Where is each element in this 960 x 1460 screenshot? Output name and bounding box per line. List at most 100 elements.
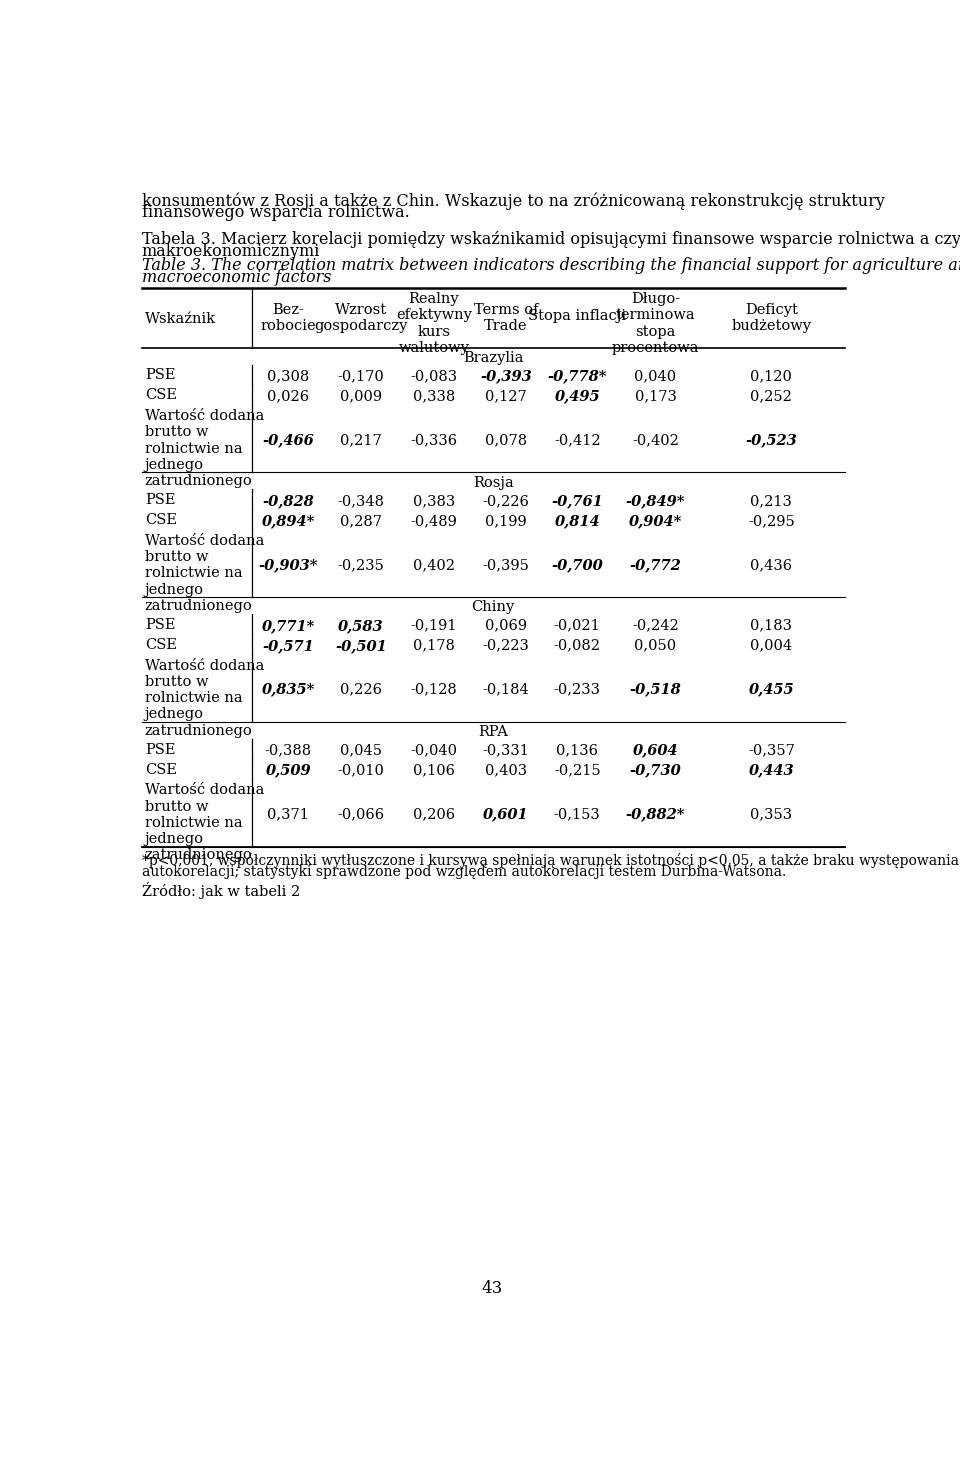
Text: PSE: PSE xyxy=(145,618,176,632)
Text: -0,571: -0,571 xyxy=(262,638,314,653)
Text: Wartość dodana
brutto w
rolnictwie na
jednego
zatrudnionego: Wartość dodana brutto w rolnictwie na je… xyxy=(145,784,264,863)
Text: -0,730: -0,730 xyxy=(630,764,682,778)
Text: 0,127: 0,127 xyxy=(485,390,527,403)
Text: -0,903*: -0,903* xyxy=(258,558,318,572)
Text: 0,287: 0,287 xyxy=(340,514,382,529)
Text: 0,443: 0,443 xyxy=(749,764,794,778)
Text: -0,233: -0,233 xyxy=(554,683,601,696)
Text: Długo-
terminowa
stopa
procentowa: Długo- terminowa stopa procentowa xyxy=(612,292,699,355)
Text: -0,518: -0,518 xyxy=(630,683,682,696)
Text: -0,215: -0,215 xyxy=(554,764,601,778)
Text: 0,213: 0,213 xyxy=(751,493,792,508)
Text: PSE: PSE xyxy=(145,368,176,383)
Text: PSE: PSE xyxy=(145,743,176,756)
Text: Źródło: jak w tabeli 2: Źródło: jak w tabeli 2 xyxy=(142,882,300,899)
Text: 0,183: 0,183 xyxy=(751,619,792,632)
Text: 0,199: 0,199 xyxy=(485,514,527,529)
Text: Tabela 3. Macierz korelacji pomiędzy wskaźnikamid opisującymi finansowe wsparcie: Tabela 3. Macierz korelacji pomiędzy wsk… xyxy=(142,231,960,248)
Text: -0,235: -0,235 xyxy=(338,558,384,572)
Text: 0,455: 0,455 xyxy=(749,683,794,696)
Text: 0,004: 0,004 xyxy=(751,638,792,653)
Text: 0,078: 0,078 xyxy=(485,434,527,447)
Text: 0,178: 0,178 xyxy=(413,638,455,653)
Text: 0,226: 0,226 xyxy=(340,683,382,696)
Text: -0,040: -0,040 xyxy=(410,743,457,758)
Text: -0,348: -0,348 xyxy=(338,493,385,508)
Text: 0,383: 0,383 xyxy=(413,493,455,508)
Text: 43: 43 xyxy=(481,1280,503,1296)
Text: 0,173: 0,173 xyxy=(635,390,677,403)
Text: 0,814: 0,814 xyxy=(555,514,600,529)
Text: -0,357: -0,357 xyxy=(748,743,795,758)
Text: -0,191: -0,191 xyxy=(411,619,457,632)
Text: CSE: CSE xyxy=(145,638,177,653)
Text: 0,353: 0,353 xyxy=(751,807,792,822)
Text: Table 3. The correlation matrix between indicators describing the financial supp: Table 3. The correlation matrix between … xyxy=(142,257,960,274)
Text: 0,403: 0,403 xyxy=(485,764,527,778)
Text: makroekonomicznymi: makroekonomicznymi xyxy=(142,242,320,260)
Text: 0,026: 0,026 xyxy=(267,390,309,403)
Text: 0,045: 0,045 xyxy=(340,743,382,758)
Text: Terms of
Trade: Terms of Trade xyxy=(473,304,539,333)
Text: 0,206: 0,206 xyxy=(413,807,455,822)
Text: Brazylia: Brazylia xyxy=(463,350,523,365)
Text: autokorelacji; statystyki sprawdzone pod względem autokorelacji testem Durbina-W: autokorelacji; statystyki sprawdzone pod… xyxy=(142,866,786,879)
Text: -0,828: -0,828 xyxy=(262,493,314,508)
Text: 0,509: 0,509 xyxy=(265,764,311,778)
Text: -0,242: -0,242 xyxy=(632,619,679,632)
Text: -0,021: -0,021 xyxy=(554,619,601,632)
Text: Wartość dodana
brutto w
rolnictwie na
jednego
zatrudnionego: Wartość dodana brutto w rolnictwie na je… xyxy=(145,409,264,488)
Text: -0,501: -0,501 xyxy=(335,638,387,653)
Text: Realny
efektywny
kurs
walutowy: Realny efektywny kurs walutowy xyxy=(396,292,471,355)
Text: -0,772: -0,772 xyxy=(630,558,682,572)
Text: -0,388: -0,388 xyxy=(265,743,312,758)
Text: CSE: CSE xyxy=(145,388,177,403)
Text: 0,217: 0,217 xyxy=(340,434,382,447)
Text: 0,835*: 0,835* xyxy=(261,683,315,696)
Text: 0,436: 0,436 xyxy=(751,558,792,572)
Text: -0,882*: -0,882* xyxy=(626,807,685,822)
Text: 0,583: 0,583 xyxy=(338,619,384,632)
Text: -0,489: -0,489 xyxy=(411,514,457,529)
Text: 0,069: 0,069 xyxy=(485,619,527,632)
Text: -0,395: -0,395 xyxy=(483,558,529,572)
Text: Wskaźnik: Wskaźnik xyxy=(145,312,216,326)
Text: -0,778*: -0,778* xyxy=(547,369,607,383)
Text: *p<0,001, współczynniki wytłuszczone i kursywą spełniają warunek istotności p<0,: *p<0,001, współczynniki wytłuszczone i k… xyxy=(142,853,959,867)
Text: 0,252: 0,252 xyxy=(751,390,792,403)
Text: -0,336: -0,336 xyxy=(410,434,457,447)
Text: 0,040: 0,040 xyxy=(635,369,677,383)
Text: 0,604: 0,604 xyxy=(633,743,679,758)
Text: 0,009: 0,009 xyxy=(340,390,382,403)
Text: -0,331: -0,331 xyxy=(483,743,529,758)
Text: -0,700: -0,700 xyxy=(551,558,603,572)
Text: 0,338: 0,338 xyxy=(413,390,455,403)
Text: macroeconomic factors: macroeconomic factors xyxy=(142,269,331,286)
Text: 0,120: 0,120 xyxy=(751,369,792,383)
Text: -0,226: -0,226 xyxy=(483,493,529,508)
Text: -0,010: -0,010 xyxy=(338,764,384,778)
Text: 0,771*: 0,771* xyxy=(261,619,315,632)
Text: CSE: CSE xyxy=(145,762,177,777)
Text: 0,894*: 0,894* xyxy=(261,514,315,529)
Text: -0,170: -0,170 xyxy=(338,369,384,383)
Text: -0,393: -0,393 xyxy=(480,369,532,383)
Text: konsumentów z Rosji a także z Chin. Wskazuje to na zróżnicowaną rekonstrukcję st: konsumentów z Rosji a także z Chin. Wska… xyxy=(142,193,884,210)
Text: -0,223: -0,223 xyxy=(483,638,529,653)
Text: CSE: CSE xyxy=(145,514,177,527)
Text: Bez-
robocie: Bez- robocie xyxy=(260,304,316,333)
Text: 0,308: 0,308 xyxy=(267,369,309,383)
Text: -0,153: -0,153 xyxy=(554,807,601,822)
Text: Wzrost
gospodarczy: Wzrost gospodarczy xyxy=(314,304,408,333)
Text: RPA: RPA xyxy=(478,726,508,739)
Text: -0,184: -0,184 xyxy=(483,683,529,696)
Text: 0,601: 0,601 xyxy=(483,807,529,822)
Text: 0,402: 0,402 xyxy=(413,558,455,572)
Text: 0,904*: 0,904* xyxy=(629,514,683,529)
Text: 0,050: 0,050 xyxy=(635,638,677,653)
Text: 0,106: 0,106 xyxy=(413,764,455,778)
Text: PSE: PSE xyxy=(145,493,176,507)
Text: 0,136: 0,136 xyxy=(556,743,598,758)
Text: Rosja: Rosja xyxy=(472,476,514,489)
Text: 0,495: 0,495 xyxy=(555,390,600,403)
